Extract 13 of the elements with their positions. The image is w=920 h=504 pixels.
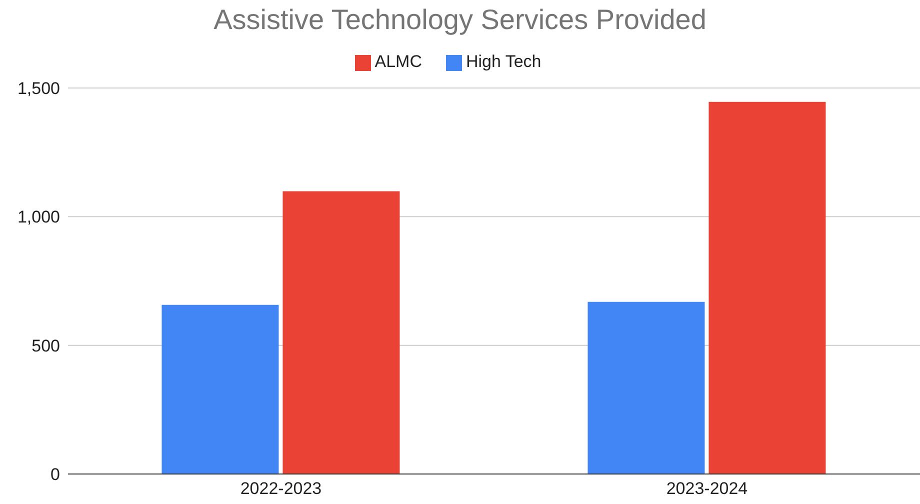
x-tick-label: 2022-2023 — [240, 479, 322, 498]
x-tick-label: 2023-2024 — [666, 479, 748, 498]
bar — [588, 302, 705, 474]
bar — [162, 304, 279, 474]
y-tick-label: 1,500 — [17, 79, 60, 98]
bar — [282, 191, 400, 474]
y-tick-label: 0 — [50, 465, 60, 484]
y-tick-label: 1,000 — [17, 208, 60, 227]
y-tick-label: 500 — [32, 336, 60, 356]
legend-label: High Tech — [466, 52, 542, 71]
bar — [708, 102, 826, 474]
chart-title: Assistive Technology Services Provided — [212, 3, 708, 37]
legend-label: ALMC — [374, 52, 422, 71]
